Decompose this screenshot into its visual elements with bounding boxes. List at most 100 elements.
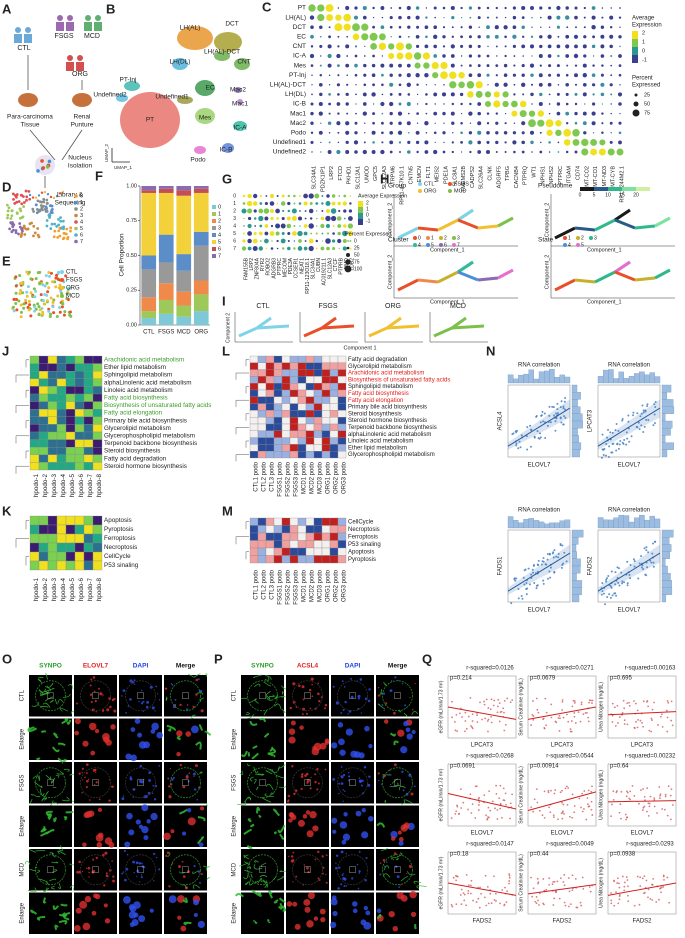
dot	[247, 246, 252, 251]
dot	[363, 63, 367, 68]
micrograph	[331, 762, 374, 804]
heat-cell	[313, 532, 323, 541]
heat-cell	[83, 355, 94, 364]
dot	[522, 55, 525, 57]
zoom-box	[47, 779, 54, 786]
stain	[410, 792, 414, 796]
legend-swatch	[212, 205, 216, 209]
umap-point	[27, 189, 31, 193]
scatter-dot	[523, 583, 526, 586]
scatter-dot	[489, 708, 492, 711]
label: MCD	[232, 862, 238, 876]
label: Ether lipid metabolism	[348, 445, 407, 451]
trajectory	[554, 226, 576, 240]
heat-cell	[273, 451, 283, 459]
dot	[468, 35, 472, 39]
scatter-dot	[469, 696, 472, 699]
umap-point	[36, 227, 40, 230]
dot	[298, 202, 302, 205]
scatter-dot	[469, 793, 472, 796]
legend-dot	[448, 182, 452, 186]
plot-frame	[507, 384, 571, 458]
stain	[295, 875, 298, 878]
scatter-dot	[646, 787, 649, 790]
scatter-dot	[530, 806, 533, 809]
dot	[407, 150, 411, 154]
scatter-dot	[580, 701, 583, 704]
heat-cell	[321, 410, 331, 418]
stain	[338, 782, 341, 785]
scatter-dot	[454, 729, 457, 732]
heat-cell	[297, 423, 307, 431]
dot	[477, 140, 482, 145]
dot	[460, 131, 463, 135]
stain	[105, 872, 108, 875]
scatter-dot	[623, 723, 626, 725]
dot	[600, 25, 605, 29]
dot	[600, 92, 605, 97]
stain	[197, 920, 205, 929]
scatter-dot	[495, 784, 498, 787]
scatter-dot	[540, 563, 543, 566]
heat-cell	[273, 369, 283, 377]
stain	[325, 873, 327, 876]
label: eGFR (mL/min/1.73 m²)	[438, 856, 444, 909]
heat-cell	[74, 401, 85, 410]
micrograph	[241, 849, 284, 891]
stain	[317, 850, 320, 854]
stain	[38, 775, 41, 781]
scatter-dot	[560, 812, 563, 815]
scatter-dot	[509, 701, 512, 704]
stain	[182, 785, 186, 789]
dot	[495, 16, 498, 19]
stain	[314, 858, 316, 861]
label: Undefined2	[93, 92, 127, 99]
dot	[619, 26, 621, 28]
stain	[174, 698, 177, 701]
stain	[192, 884, 201, 889]
scatter-dot	[610, 892, 612, 894]
label: r-squared=0.00232	[625, 754, 677, 760]
dot	[555, 129, 562, 137]
dot	[308, 245, 314, 252]
scatter-dot	[643, 425, 646, 428]
heat-cell	[329, 540, 339, 549]
heat-cell	[281, 547, 291, 556]
dot	[310, 111, 314, 116]
nucleus	[36, 169, 40, 173]
dot	[243, 225, 245, 227]
zoom-box	[349, 692, 356, 699]
stain	[94, 728, 100, 734]
scatter-dot	[456, 730, 459, 733]
umap-point	[49, 271, 53, 275]
scatter-dot	[669, 794, 672, 797]
dot	[582, 82, 587, 87]
label: LPCAT3	[551, 743, 574, 749]
dot	[486, 35, 490, 39]
dot	[416, 150, 419, 154]
stain	[376, 913, 382, 919]
label: Enlarge	[232, 902, 238, 923]
heat-cell	[47, 515, 58, 526]
dot	[352, 23, 360, 32]
stain	[122, 689, 126, 693]
stain	[97, 807, 103, 812]
scatter-dot	[573, 700, 576, 702]
heat-cell	[47, 355, 58, 364]
legend-dot	[74, 239, 78, 244]
dot	[321, 210, 324, 212]
dot	[292, 231, 297, 236]
scatter-dot	[641, 564, 644, 567]
label: RNA correlation	[608, 508, 650, 514]
heat-cell	[38, 355, 49, 364]
heat-cell	[265, 532, 275, 541]
stain	[129, 905, 137, 913]
scatter-dot	[483, 703, 486, 706]
panel-letter: H	[380, 171, 389, 186]
dot	[574, 83, 578, 86]
umap-point	[21, 229, 24, 233]
stain	[401, 802, 405, 805]
dot	[425, 7, 428, 9]
stain	[82, 740, 89, 747]
umap-point	[47, 307, 51, 311]
